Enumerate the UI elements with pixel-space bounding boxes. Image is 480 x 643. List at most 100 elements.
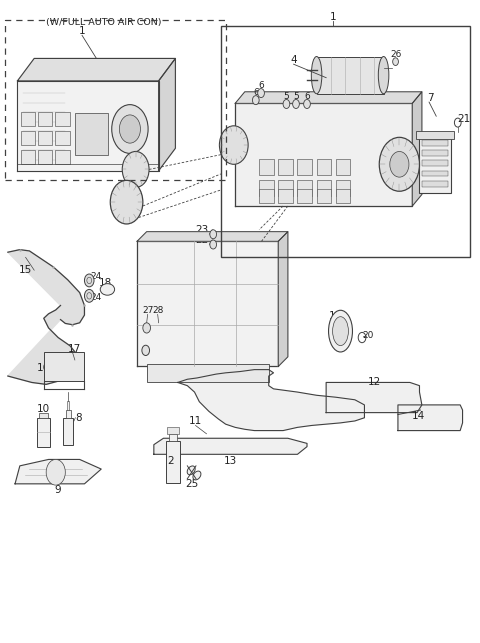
Bar <box>67 401 69 410</box>
Polygon shape <box>137 231 288 241</box>
Bar <box>168 434 177 442</box>
Text: 6: 6 <box>253 88 259 97</box>
Text: 3: 3 <box>120 190 127 200</box>
Bar <box>420 132 451 193</box>
Bar <box>21 131 35 145</box>
Circle shape <box>393 58 398 66</box>
Circle shape <box>283 100 290 109</box>
Bar <box>259 159 274 175</box>
Polygon shape <box>17 59 175 81</box>
Text: 13: 13 <box>224 456 237 466</box>
Text: 8: 8 <box>75 413 82 422</box>
Text: 5: 5 <box>293 92 299 101</box>
Text: 28: 28 <box>152 306 163 315</box>
Bar <box>75 113 108 155</box>
Bar <box>422 150 448 156</box>
Bar <box>221 26 470 257</box>
Bar <box>21 112 35 126</box>
Circle shape <box>304 100 311 109</box>
Bar <box>259 188 274 203</box>
Bar <box>167 428 179 434</box>
Polygon shape <box>15 460 101 484</box>
Text: 16: 16 <box>37 363 50 373</box>
Bar <box>317 159 331 175</box>
Ellipse shape <box>100 284 115 295</box>
Circle shape <box>112 105 148 154</box>
Bar <box>259 180 274 196</box>
Text: 1: 1 <box>330 12 336 22</box>
Text: 17: 17 <box>68 344 82 354</box>
Text: 7: 7 <box>427 93 434 104</box>
Text: 10: 10 <box>37 404 50 414</box>
Circle shape <box>219 126 248 165</box>
Bar <box>44 352 84 381</box>
Text: (W/FULL AUTO AIR CON): (W/FULL AUTO AIR CON) <box>46 18 162 27</box>
Text: 24: 24 <box>91 272 102 281</box>
Circle shape <box>46 460 65 485</box>
Ellipse shape <box>328 311 352 352</box>
Bar <box>298 188 312 203</box>
Bar <box>66 410 71 418</box>
Polygon shape <box>154 439 307 455</box>
Bar <box>38 131 52 145</box>
Bar <box>55 112 70 126</box>
Text: 21: 21 <box>457 114 470 124</box>
Text: 12: 12 <box>367 377 381 388</box>
Ellipse shape <box>193 471 201 480</box>
Bar <box>278 180 293 196</box>
Text: 25: 25 <box>185 479 199 489</box>
Text: 22: 22 <box>195 235 208 245</box>
Text: 24: 24 <box>91 293 102 302</box>
Ellipse shape <box>333 317 348 345</box>
Polygon shape <box>412 92 422 206</box>
Circle shape <box>84 274 94 287</box>
Bar <box>298 159 312 175</box>
Ellipse shape <box>378 57 389 94</box>
Text: 9: 9 <box>55 485 61 495</box>
Bar <box>416 131 455 139</box>
Text: 2: 2 <box>168 457 174 466</box>
Polygon shape <box>278 231 288 367</box>
Bar <box>63 418 73 445</box>
Bar <box>55 150 70 165</box>
Circle shape <box>210 240 216 249</box>
Circle shape <box>84 289 94 302</box>
Circle shape <box>142 345 150 356</box>
Bar <box>278 159 293 175</box>
Circle shape <box>143 323 151 333</box>
Text: 3: 3 <box>132 156 139 166</box>
Polygon shape <box>398 405 463 431</box>
Bar <box>336 180 350 196</box>
Circle shape <box>110 180 143 224</box>
Circle shape <box>120 115 141 143</box>
Text: 26: 26 <box>390 50 401 59</box>
Polygon shape <box>158 59 175 171</box>
Bar <box>38 413 48 418</box>
Polygon shape <box>137 241 278 367</box>
Circle shape <box>258 89 264 98</box>
Bar <box>36 418 50 447</box>
Polygon shape <box>8 249 84 385</box>
Bar <box>317 180 331 196</box>
Circle shape <box>122 152 149 187</box>
Circle shape <box>293 100 300 109</box>
Polygon shape <box>178 370 364 431</box>
Text: 4: 4 <box>290 55 297 66</box>
Bar <box>55 131 70 145</box>
Ellipse shape <box>312 57 322 94</box>
Bar <box>317 57 384 94</box>
Ellipse shape <box>187 466 195 475</box>
Text: 27: 27 <box>142 306 153 315</box>
Text: 6: 6 <box>304 92 310 101</box>
Text: 20: 20 <box>362 331 374 340</box>
Bar <box>422 181 448 186</box>
Circle shape <box>379 138 420 191</box>
Text: 18: 18 <box>98 278 112 288</box>
Polygon shape <box>235 104 412 206</box>
Text: 1: 1 <box>79 26 85 37</box>
Polygon shape <box>235 92 422 104</box>
Bar <box>38 150 52 165</box>
Bar <box>422 140 448 146</box>
Bar <box>278 188 293 203</box>
Text: 11: 11 <box>189 416 202 426</box>
